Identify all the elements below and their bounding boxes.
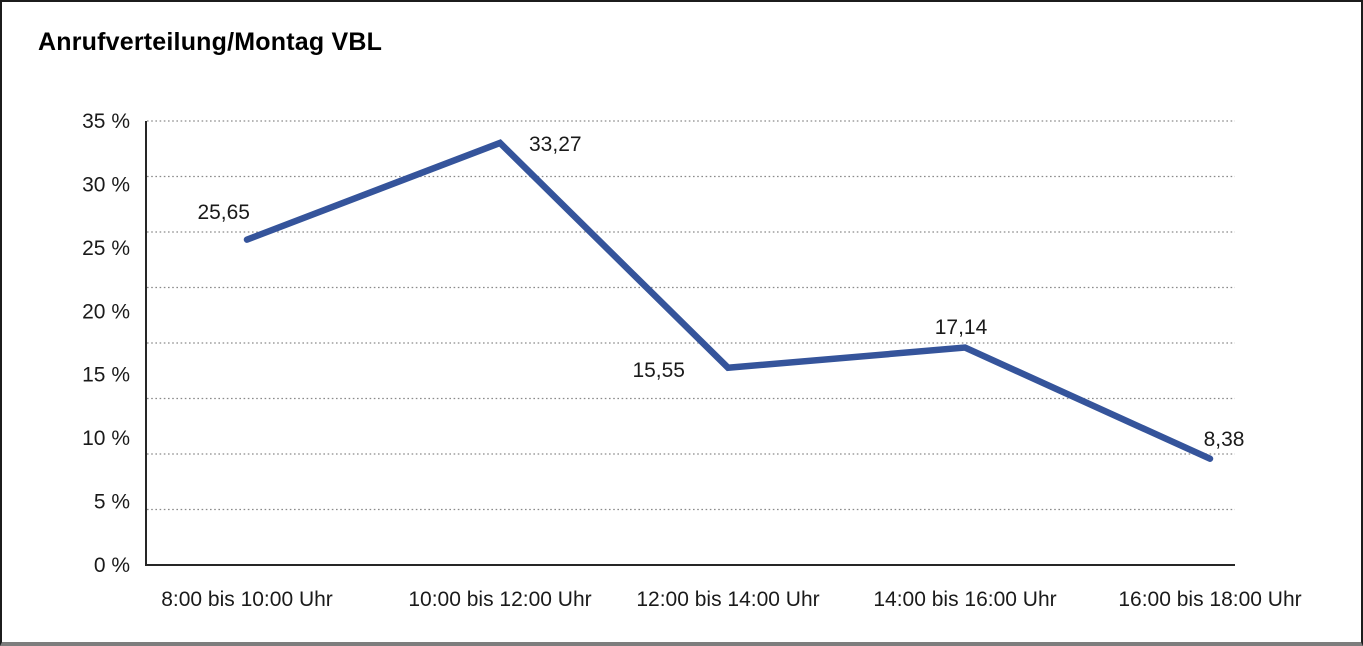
y-tick-label: 5 % <box>94 491 130 514</box>
point-value-label: 33,27 <box>529 133 582 156</box>
x-category-label: 16:00 bis 18:00 Uhr <box>1118 588 1301 611</box>
x-category-label: 8:00 bis 10:00 Uhr <box>161 588 333 611</box>
point-value-label: 25,65 <box>197 201 250 224</box>
y-tick-label: 35 % <box>82 110 130 133</box>
point-value-label: 8,38 <box>1204 428 1245 451</box>
y-tick-label: 30 % <box>82 173 130 196</box>
y-tick-label: 10 % <box>82 427 130 450</box>
y-tick-label: 15 % <box>82 364 130 387</box>
y-tick-label: 25 % <box>82 237 130 260</box>
x-category-label: 12:00 bis 14:00 Uhr <box>636 588 819 611</box>
x-category-label: 10:00 bis 12:00 Uhr <box>408 588 591 611</box>
point-value-label: 15,55 <box>632 359 685 382</box>
x-category-label: 14:00 bis 16:00 Uhr <box>873 588 1056 611</box>
y-tick-label: 0 % <box>94 554 130 577</box>
data-line <box>243 139 1214 462</box>
point-value-label: 17,14 <box>935 316 988 339</box>
y-tick-label: 20 % <box>82 300 130 323</box>
chart-title: Anrufverteilung/Montag VBL <box>38 28 383 56</box>
